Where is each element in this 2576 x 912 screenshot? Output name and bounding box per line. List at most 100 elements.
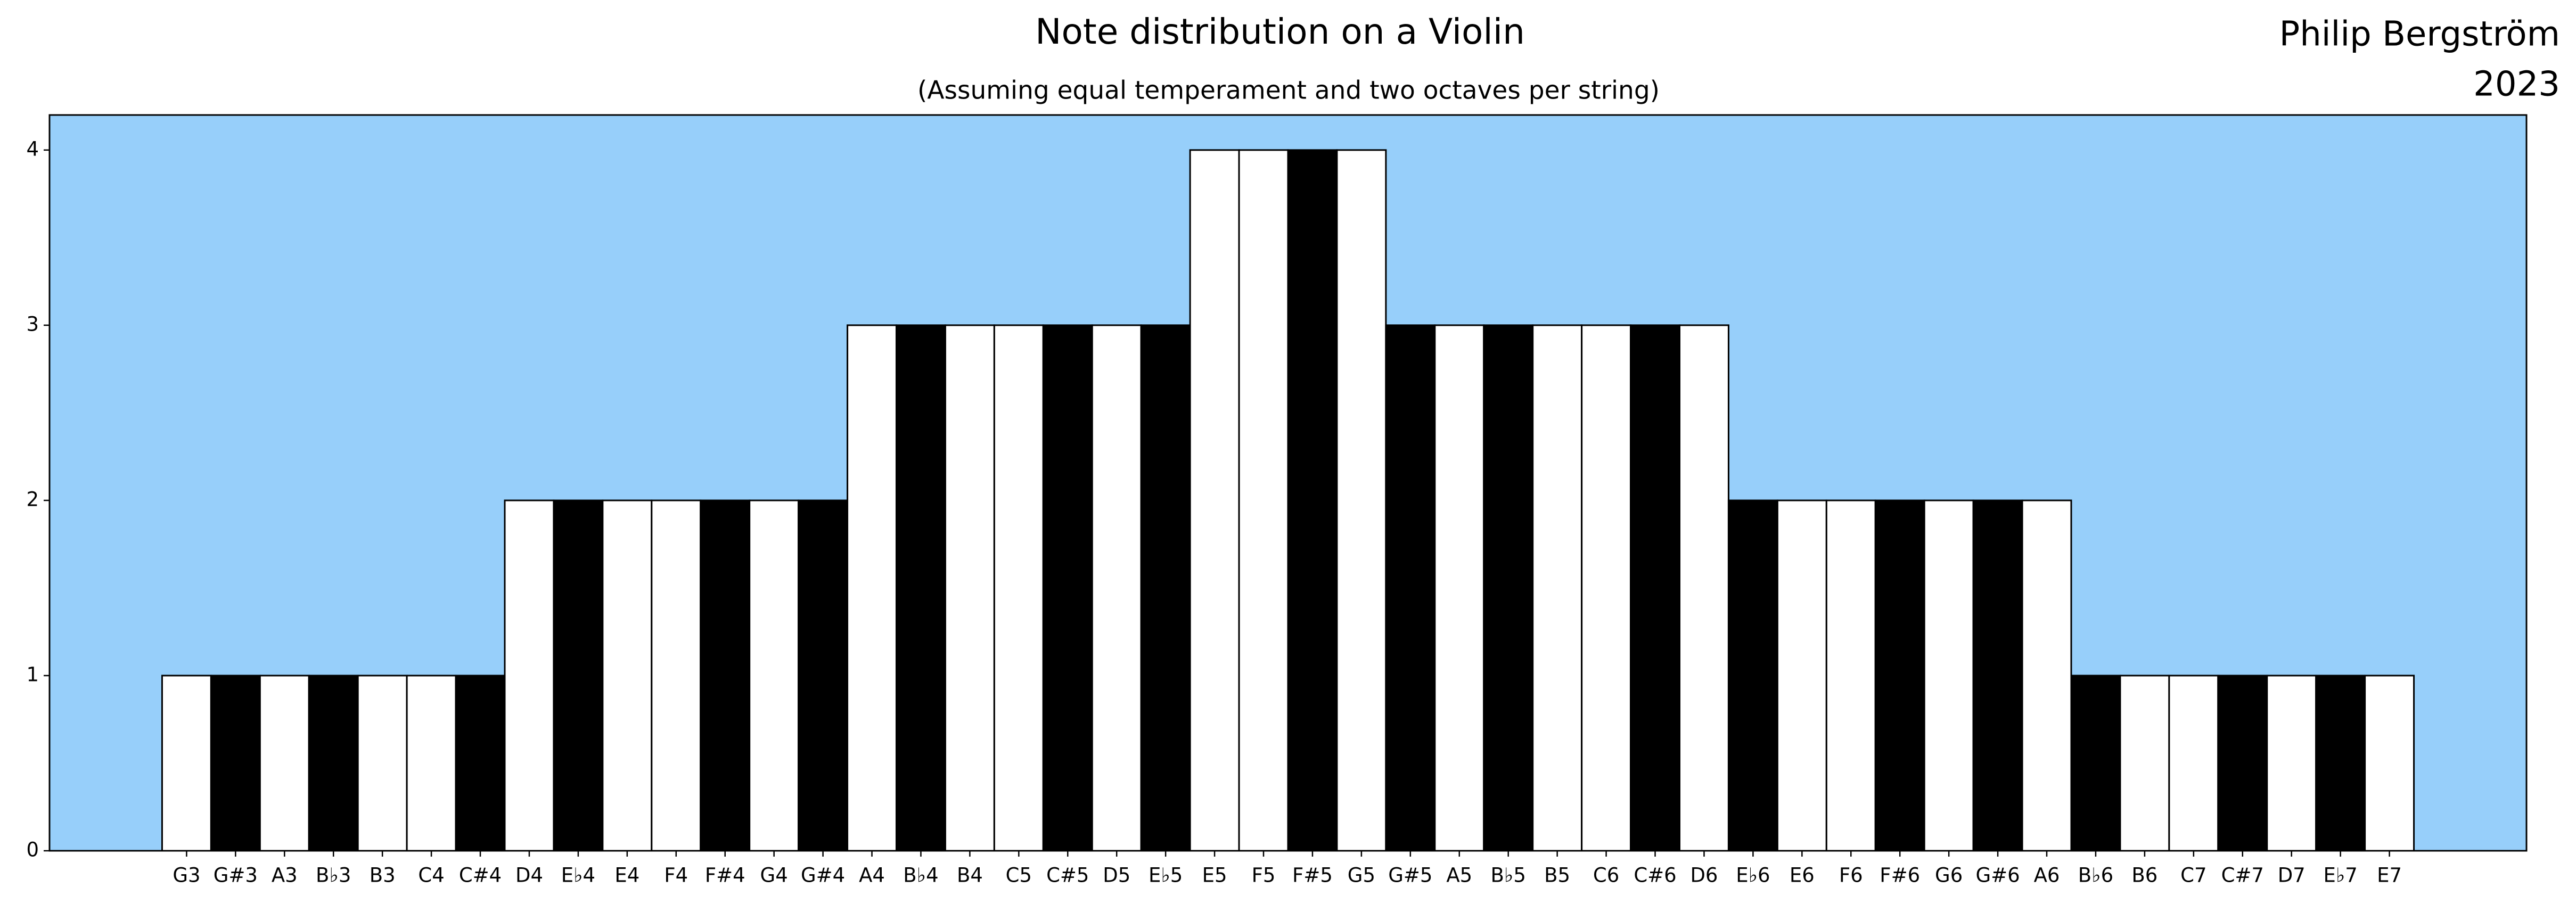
x-tick-label: B♭3: [316, 864, 351, 887]
bar: [1825, 499, 1876, 852]
y-tick-label: 0: [26, 839, 39, 861]
bar: [1091, 324, 1142, 852]
bar: [1923, 499, 1974, 852]
bar: [2119, 675, 2170, 852]
bar: [749, 499, 800, 852]
y-tick-label: 4: [26, 137, 39, 160]
x-tick-label: A5: [1446, 864, 1472, 887]
bar: [1042, 324, 1093, 852]
bar: [700, 499, 751, 852]
y-tick-label: 2: [26, 488, 39, 511]
x-tick-label: F5: [1252, 864, 1276, 887]
x-tick-label: E♭6: [1736, 864, 1770, 887]
x-tick-label: A6: [2034, 864, 2060, 887]
x-tick-label: E♭7: [2323, 864, 2357, 887]
x-tick-label: C6: [1593, 864, 1619, 887]
x-tick-label: G#4: [801, 864, 845, 887]
bar: [944, 324, 995, 852]
x-tick-label: C4: [418, 864, 444, 887]
x-tick-label: G#5: [1388, 864, 1432, 887]
x-tick-label: F6: [1839, 864, 1863, 887]
x-tick-label: G#6: [1975, 864, 2020, 887]
x-tick-label: F#4: [705, 864, 745, 887]
bar: [2266, 675, 2317, 852]
bar: [847, 324, 898, 852]
x-tick-label: B6: [2131, 864, 2157, 887]
bar: [1532, 324, 1583, 852]
bar: [210, 675, 261, 852]
author: Philip Bergström: [2279, 15, 2560, 54]
bar: [1630, 324, 1680, 852]
bar: [1189, 149, 1240, 852]
x-tick-label: B4: [957, 864, 983, 887]
x-tick-label: B♭4: [903, 864, 938, 887]
x-tick-label: E7: [2377, 864, 2402, 887]
x-tick-label: C#4: [459, 864, 502, 887]
bar: [259, 675, 310, 852]
bar: [161, 675, 212, 852]
x-tick-label: A3: [272, 864, 298, 887]
x-tick-label: B3: [370, 864, 396, 887]
x-tick-label: D7: [2278, 864, 2306, 887]
x-tick-label: E♭5: [1148, 864, 1183, 887]
y-tick-label: 3: [26, 313, 39, 335]
bar: [504, 499, 555, 852]
bar: [651, 499, 702, 852]
x-tick-label: F#5: [1292, 864, 1333, 887]
x-tick-label: C7: [2180, 864, 2206, 887]
bar: [1287, 149, 1338, 852]
x-tick-label: G4: [760, 864, 788, 887]
bar: [2021, 499, 2072, 852]
x-tick-label: B♭5: [1491, 864, 1526, 887]
x-tick-label: E♭4: [561, 864, 595, 887]
bar: [2315, 675, 2366, 852]
bar: [1972, 499, 2023, 852]
x-tick-label: D6: [1690, 864, 1718, 887]
x-tick-label: G3: [173, 864, 200, 887]
x-tick-label: D5: [1103, 864, 1130, 887]
bar: [1385, 324, 1436, 852]
plot-frame: [48, 114, 2528, 852]
x-tick-label: B♭6: [2078, 864, 2113, 887]
chart-subtitle: (Assuming equal temperament and two octa…: [917, 76, 1660, 105]
bar: [1336, 149, 1387, 852]
bar: [1678, 324, 1729, 852]
bar: [993, 324, 1044, 852]
bar: [602, 499, 653, 852]
bar: [1140, 324, 1191, 852]
x-tick-label: C5: [1006, 864, 1032, 887]
bar: [1874, 499, 1925, 852]
x-tick-label: E4: [614, 864, 639, 887]
bar: [406, 675, 457, 852]
x-tick-label: G#3: [214, 864, 258, 887]
bar: [1581, 324, 1632, 852]
bar: [553, 499, 604, 852]
bar: [1727, 499, 1778, 852]
x-tick-label: A4: [859, 864, 885, 887]
bar: [308, 675, 359, 852]
bar: [798, 499, 849, 852]
bar: [896, 324, 946, 852]
x-tick-label: C#7: [2221, 864, 2264, 887]
bar: [2070, 675, 2121, 852]
x-tick-label: F#6: [1880, 864, 1920, 887]
x-tick-label: C#5: [1046, 864, 1089, 887]
bar: [1483, 324, 1534, 852]
x-tick-label: B5: [1544, 864, 1570, 887]
bar: [1238, 149, 1289, 852]
x-tick-label: C#6: [1634, 864, 1676, 887]
x-tick-label: E5: [1202, 864, 1227, 887]
y-tick-label: 1: [26, 663, 39, 686]
bar: [2168, 675, 2219, 852]
x-tick-label: F4: [664, 864, 688, 887]
bar: [455, 675, 506, 852]
bar: [2364, 675, 2415, 852]
x-tick-label: E6: [1790, 864, 1815, 887]
x-tick-label: G5: [1348, 864, 1375, 887]
chart-title: Note distribution on a Violin: [1035, 11, 1525, 52]
x-tick-label: D4: [515, 864, 543, 887]
bar: [1776, 499, 1827, 852]
bar: [1434, 324, 1485, 852]
x-tick-label: G6: [1935, 864, 1963, 887]
